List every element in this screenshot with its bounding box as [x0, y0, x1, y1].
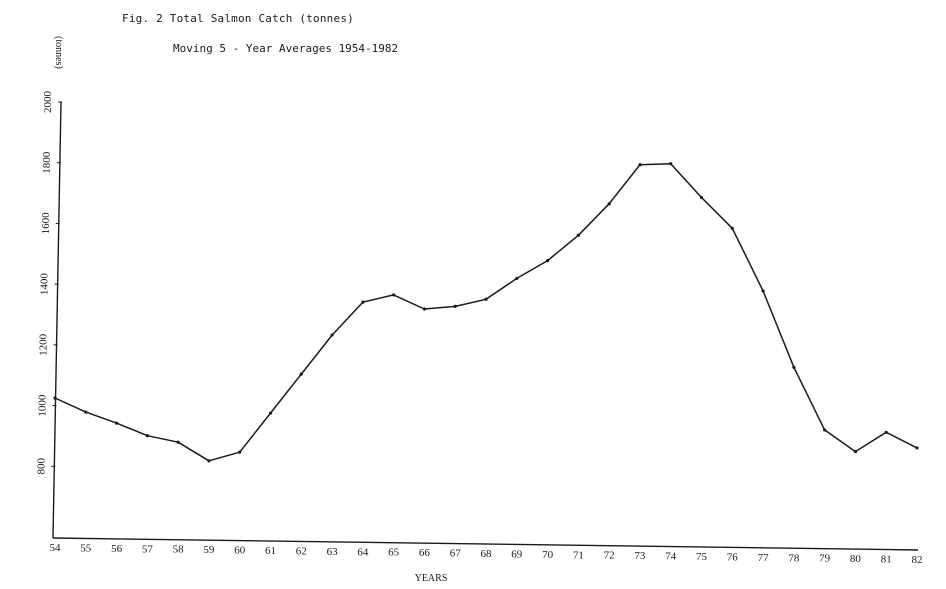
series-group — [53, 162, 919, 463]
data-point — [915, 446, 919, 450]
figure-subtitle: Moving 5 - Year Averages 1954-1982 — [173, 42, 399, 55]
x-tick-label: 55 — [80, 542, 92, 554]
x-tick-label: 61 — [265, 545, 276, 557]
x-tick-label: 58 — [173, 544, 185, 556]
data-point — [268, 411, 273, 415]
data-point — [545, 259, 550, 263]
x-tick-label: 56 — [111, 543, 123, 555]
y-tick-labels: 800 1000 1200 1400 1600 1800 2000 — [35, 91, 62, 475]
x-tick-label: 70 — [542, 549, 554, 561]
x-tick-label: 72 — [604, 550, 615, 562]
x-tick-label: 65 — [388, 547, 400, 559]
y-tick-label: 1400 — [39, 273, 51, 296]
data-point — [699, 195, 704, 200]
data-point — [84, 410, 88, 414]
x-tick-label: 75 — [696, 551, 708, 563]
x-tick-label: 77 — [758, 552, 770, 564]
x-tick-label: 76 — [727, 551, 739, 563]
y-axis-title: (tonnes) — [53, 36, 64, 69]
data-point — [238, 450, 242, 454]
figure-title: Fig. 2 Total Salmon Catch (tonnes) — [122, 12, 354, 25]
x-tick-label: 57 — [142, 543, 154, 555]
data-point — [392, 293, 396, 297]
data-point — [823, 428, 827, 432]
x-tick-label: 74 — [665, 551, 677, 563]
data-point — [761, 289, 765, 293]
data-point — [330, 333, 334, 337]
x-tick-label: 78 — [788, 552, 800, 564]
x-tick-labels: 54 55 56 57 58 59 60 61 62 63 64 65 66 67 68 69 70 71 72 73… — [50, 542, 923, 566]
x-tick-label: 68 — [481, 548, 493, 560]
data-point — [361, 300, 365, 304]
x-tick-label: 79 — [819, 553, 831, 565]
x-axis-title: YEARS — [415, 573, 448, 584]
x-tick-label: 73 — [634, 550, 646, 562]
data-point — [53, 396, 57, 400]
data-point — [145, 434, 149, 438]
data-point — [576, 233, 580, 237]
x-tick-label: 67 — [450, 548, 462, 560]
data-point — [114, 421, 119, 425]
x-tick-label: 63 — [327, 546, 339, 558]
data-point — [176, 440, 180, 444]
x-tick-label: 54 — [50, 542, 62, 554]
x-tick-label: 60 — [234, 545, 246, 557]
data-point — [453, 304, 457, 309]
data-point — [422, 307, 427, 311]
y-tick-label: 1200 — [38, 333, 50, 356]
y-tick-label: 1000 — [36, 394, 48, 417]
x-tick-label: 64 — [357, 546, 369, 558]
data-point — [515, 276, 519, 281]
data-point — [638, 163, 642, 167]
x-tick-label: 66 — [419, 547, 431, 559]
chart-axes — [52, 101, 919, 551]
y-tick-label: 2000 — [42, 91, 54, 114]
data-point — [884, 430, 888, 434]
data-point — [607, 202, 611, 206]
x-tick-label: 71 — [573, 549, 584, 561]
y-axis-line — [52, 101, 62, 539]
x-tick-label: 59 — [203, 544, 215, 556]
data-point — [299, 372, 303, 376]
data-point — [792, 365, 796, 369]
y-tick-label: 1600 — [40, 212, 52, 235]
x-tick-label: 81 — [881, 554, 892, 566]
series-line — [54, 162, 918, 462]
y-tick-label: 1800 — [41, 151, 53, 174]
data-point — [853, 450, 858, 454]
x-axis-line — [52, 537, 919, 551]
data-point — [730, 226, 734, 230]
data-point — [484, 297, 488, 301]
x-tick-label: 69 — [511, 548, 523, 560]
x-tick-label: 62 — [296, 545, 307, 557]
data-point — [669, 162, 673, 166]
x-tick-label: 80 — [850, 553, 862, 565]
data-point — [207, 459, 211, 463]
y-tick-label: 800 — [35, 458, 47, 475]
x-tick-label: 82 — [912, 554, 923, 566]
